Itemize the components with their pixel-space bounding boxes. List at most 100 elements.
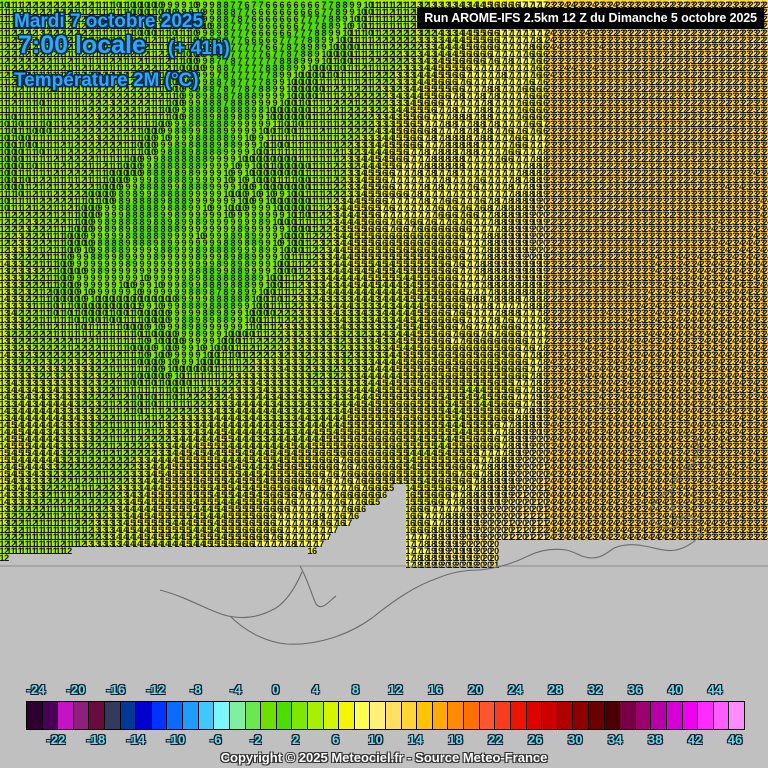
grid-temperature-value: 24 bbox=[546, 42, 556, 52]
grid-temperature-value: 14 bbox=[441, 35, 451, 45]
grid-temperature-value: 11 bbox=[105, 28, 114, 38]
grid-temperature-value: 16 bbox=[490, 0, 500, 10]
grid-temperature-value: 13 bbox=[427, 35, 437, 45]
grid-temperature-value: 17 bbox=[539, 35, 549, 45]
grid-temperature-value: 24 bbox=[560, 0, 570, 10]
grid-temperature-value: 6 bbox=[245, 35, 250, 45]
grid-temperature-value: 12 bbox=[35, 35, 45, 45]
grid-temperature-value: 23 bbox=[714, 0, 724, 10]
grid-temperature-value: 13 bbox=[434, 0, 444, 10]
grid-temperature-value: 9 bbox=[210, 35, 215, 45]
grid-temperature-value: 23 bbox=[651, 28, 661, 38]
grid-temperature-value: 12 bbox=[385, 7, 395, 17]
grid-temperature-value: 12 bbox=[21, 21, 31, 31]
grid-temperature-value: 12 bbox=[77, 28, 87, 38]
grid-temperature-value: 8 bbox=[224, 28, 229, 38]
grid-temperature-value: 11 bbox=[126, 42, 135, 52]
grid-temperature-value: 22 bbox=[735, 28, 745, 38]
grid-temperature-value: 10 bbox=[161, 7, 171, 17]
grid-temperature-value: 23 bbox=[588, 42, 598, 52]
grid-temperature-value: 23 bbox=[742, 35, 752, 45]
grid-temperature-value: 6 bbox=[266, 42, 271, 52]
grid-temperature-value: 13 bbox=[413, 28, 423, 38]
grid-temperature-value: 7 bbox=[280, 42, 285, 52]
grid-temperature-value: 7 bbox=[245, 21, 250, 31]
grid-temperature-value: 10 bbox=[364, 0, 374, 10]
grid-temperature-value: 7 bbox=[294, 28, 299, 38]
grid-temperature-value: 23 bbox=[742, 0, 752, 10]
grid-temperature-value: 13 bbox=[28, 35, 38, 45]
grid-temperature-value: 17 bbox=[497, 35, 507, 45]
grid-temperature-value: 22 bbox=[749, 0, 759, 10]
grid-temperature-value: 11 bbox=[14, 0, 23, 10]
grid-temperature-value: 23 bbox=[721, 28, 731, 38]
grid-temperature-value: 12 bbox=[28, 0, 38, 10]
grid-temperature-value: 7 bbox=[301, 14, 306, 24]
grid-temperature-value: 11 bbox=[112, 28, 121, 38]
grid-temperature-value: 22 bbox=[679, 35, 689, 45]
grid-temperature-value: 12 bbox=[42, 35, 52, 45]
grid-temperature-value: 23 bbox=[574, 0, 584, 10]
grid-temperature-value: 7 bbox=[252, 42, 257, 52]
grid-temperature-value: 10 bbox=[133, 21, 143, 31]
grid-temperature-value: 23 bbox=[651, 42, 661, 52]
grid-temperature-value: 24 bbox=[595, 42, 605, 52]
grid-temperature-value: 23 bbox=[553, 35, 563, 45]
grid-temperature-value: 11 bbox=[154, 21, 163, 31]
grid-temperature-value: 22 bbox=[735, 35, 745, 45]
grid-temperature-value: 11 bbox=[91, 28, 100, 38]
grid-temperature-value: 8 bbox=[329, 14, 334, 24]
grid-temperature-value: 10 bbox=[189, 0, 199, 10]
grid-temperature-value: 11 bbox=[357, 35, 366, 45]
grid-temperature-value: 6 bbox=[287, 0, 292, 10]
grid-temperature-value: 6 bbox=[252, 7, 257, 17]
grid-temperature-value: 9 bbox=[210, 21, 215, 31]
grid-temperature-value: 10 bbox=[343, 35, 353, 45]
grid-temperature-value: 12 bbox=[28, 7, 38, 17]
grid-temperature-value: 8 bbox=[315, 42, 320, 52]
grid-temperature-value: 22 bbox=[728, 35, 738, 45]
grid-temperature-value: 12 bbox=[42, 42, 52, 52]
grid-temperature-value: 12 bbox=[42, 7, 52, 17]
grid-temperature-value: 12 bbox=[399, 28, 409, 38]
grid-temperature-value: 11 bbox=[119, 28, 128, 38]
grid-temperature-value: 11 bbox=[70, 42, 79, 52]
grid-temperature-value: 10 bbox=[203, 21, 213, 31]
grid-temperature-value: 23 bbox=[672, 0, 682, 10]
grid-temperature-value: 22 bbox=[763, 7, 768, 17]
grid-temperature-value: 23 bbox=[658, 28, 668, 38]
grid-temperature-value: 23 bbox=[595, 28, 605, 38]
grid-temperature-value: 12 bbox=[14, 28, 24, 38]
grid-temperature-value: 22 bbox=[721, 35, 731, 45]
grid-temperature-value: 9 bbox=[210, 14, 215, 24]
grid-temperature-value: 11 bbox=[126, 35, 135, 45]
grid-temperature-value: 23 bbox=[735, 0, 745, 10]
grid-temperature-value: 10 bbox=[140, 21, 150, 31]
grid-temperature-value: 11 bbox=[161, 42, 170, 52]
grid-temperature-value: 7 bbox=[329, 0, 334, 10]
grid-temperature-value: 12 bbox=[49, 7, 59, 17]
grid-temperature-value: 11 bbox=[70, 7, 79, 17]
grid-temperature-value: 12 bbox=[77, 35, 87, 45]
grid-temperature-value: 7 bbox=[245, 7, 250, 17]
grid-temperature-value: 13 bbox=[434, 35, 444, 45]
grid-temperature-value: 12 bbox=[56, 35, 66, 45]
grid-temperature-value: 23 bbox=[574, 35, 584, 45]
grid-temperature-value: 11 bbox=[399, 14, 408, 24]
grid-temperature-value: 11 bbox=[91, 21, 100, 31]
grid-temperature-value: 22 bbox=[707, 35, 717, 45]
grid-temperature-value: 23 bbox=[623, 42, 633, 52]
grid-temperature-value: 24 bbox=[581, 28, 591, 38]
temperature-map[interactable]: 10 11 11 12 12 12 12 12 12 12 12 12 12 11 11 11 10 11 10 10… bbox=[0, 0, 768, 680]
grid-temperature-value: 12 bbox=[63, 35, 73, 45]
grid-temperature-value: 9 bbox=[350, 7, 355, 17]
grid-temperature-value: 23 bbox=[574, 28, 584, 38]
grid-temperature-value: 9 bbox=[203, 7, 208, 17]
grid-temperature-value: 9 bbox=[336, 28, 341, 38]
grid-temperature-value: 22 bbox=[714, 35, 724, 45]
grid-temperature-value: 11 bbox=[105, 0, 114, 10]
grid-temperature-value: 14 bbox=[455, 28, 465, 38]
grid-temperature-value: 24 bbox=[546, 35, 556, 45]
grid-temperature-value: 8 bbox=[224, 21, 229, 31]
grid-temperature-value: 12 bbox=[77, 14, 87, 24]
